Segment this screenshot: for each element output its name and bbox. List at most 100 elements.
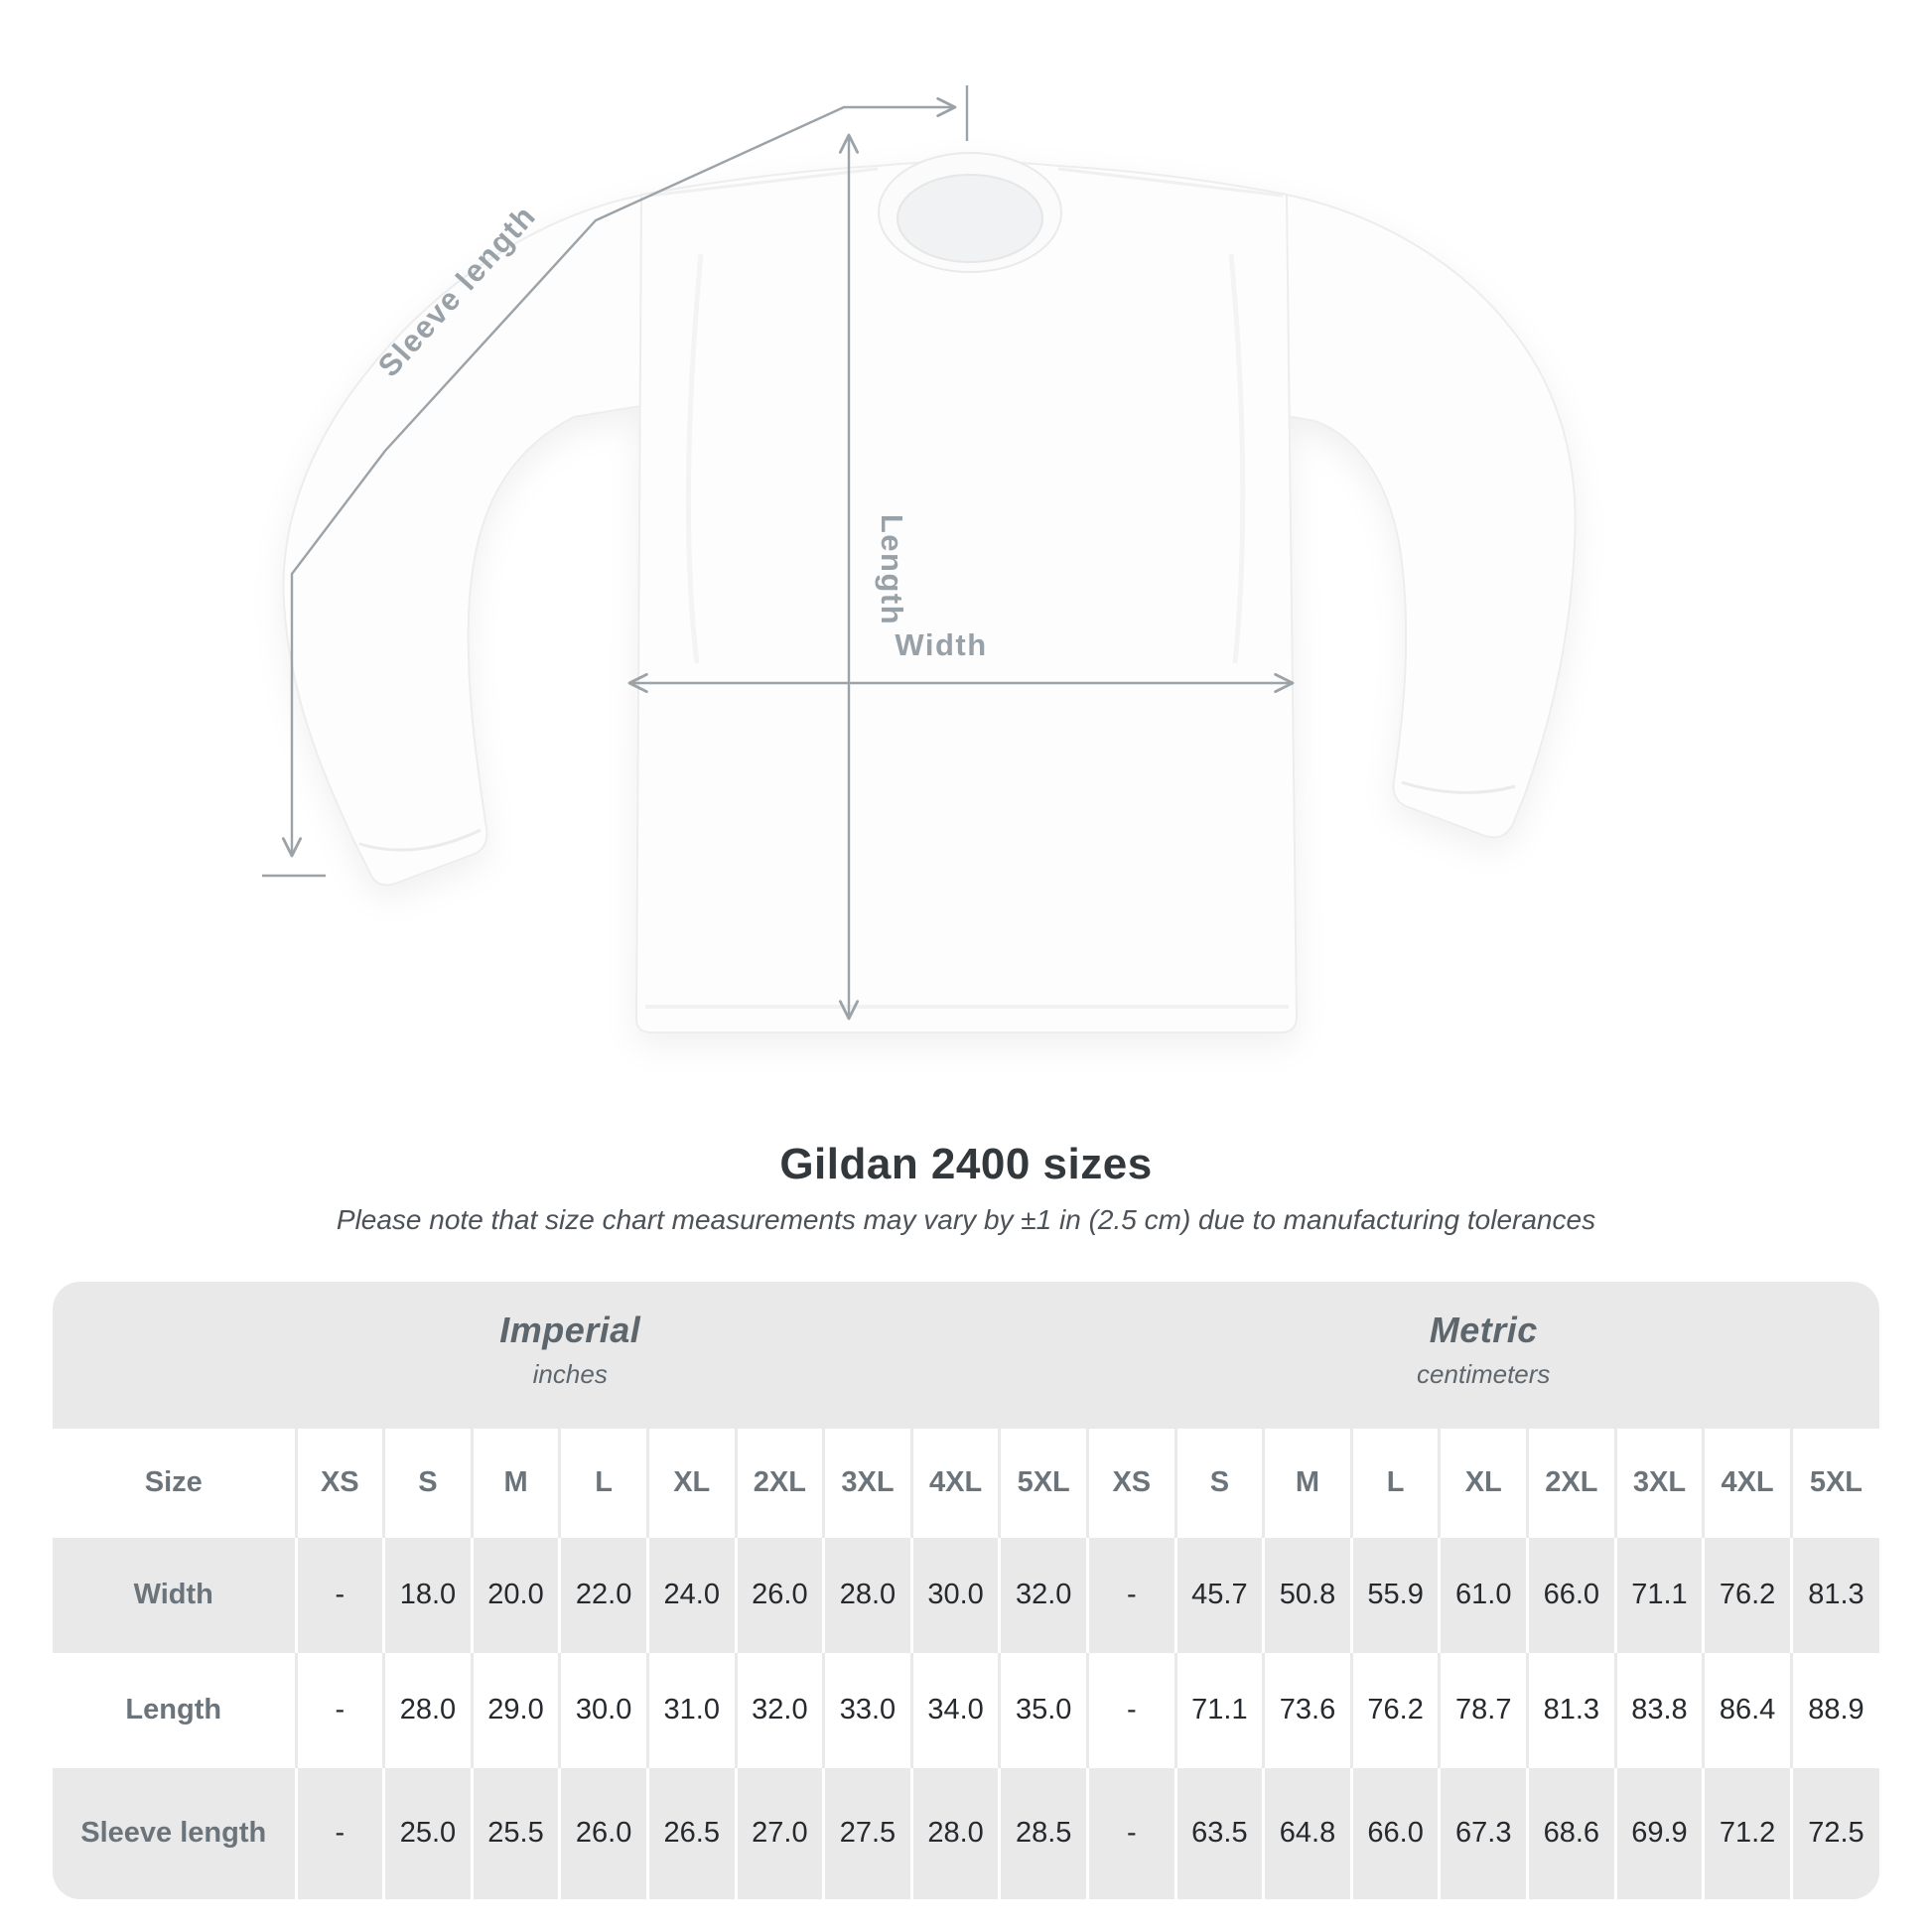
- length-row: Length - 28.0 29.0 30.0 31.0 32.0 33.0 3…: [53, 1652, 1879, 1768]
- metric-group-unit: centimeters: [1417, 1359, 1551, 1390]
- size-header-imperial: XL: [645, 1428, 738, 1538]
- width-metric-cell: 71.1: [1613, 1537, 1704, 1653]
- width-metric-cell: 66.0: [1526, 1537, 1616, 1653]
- length-metric-cell: 86.4: [1702, 1652, 1793, 1768]
- sleeve-length-line: [281, 96, 957, 858]
- size-header-imperial: M: [470, 1428, 562, 1538]
- width-imperial-cell: 20.0: [470, 1537, 560, 1653]
- sleeve-metric-cell: -: [1085, 1767, 1176, 1899]
- length-imperial-cell: 31.0: [645, 1652, 738, 1768]
- length-imperial-cell: 35.0: [998, 1652, 1089, 1768]
- imperial-group-unit: inches: [532, 1359, 608, 1390]
- length-imperial-cell: 30.0: [558, 1652, 649, 1768]
- width-imperial-cell: 24.0: [645, 1537, 737, 1653]
- sleeve-imperial-cell: 25.0: [382, 1767, 473, 1899]
- width-imperial-cell: 18.0: [382, 1537, 473, 1653]
- size-header-metric: S: [1173, 1428, 1266, 1538]
- size-header-imperial: 4XL: [909, 1428, 1002, 1538]
- length-metric-cell: 83.8: [1613, 1652, 1706, 1768]
- length-imperial-cell: 28.0: [382, 1652, 474, 1768]
- sleeve-imperial-cell: 28.5: [998, 1767, 1088, 1899]
- size-chart-container: Imperial inches Metric centimeters Size …: [53, 1281, 1879, 1899]
- sleeve-imperial-cell: 27.0: [734, 1767, 824, 1899]
- size-header-imperial: 5XL: [998, 1428, 1089, 1538]
- row-label-sleeve-length: Sleeve length: [53, 1767, 296, 1899]
- length-metric-cell: -: [1085, 1652, 1177, 1768]
- width-imperial-cell: 28.0: [822, 1537, 912, 1653]
- shirt-body: [634, 160, 1299, 1034]
- sleeve-metric-cell: 72.5: [1789, 1767, 1879, 1899]
- sleeve-imperial-cell: 26.5: [645, 1767, 737, 1899]
- right-shoulder-seam: [1057, 167, 1284, 198]
- width-imperial-cell: 32.0: [998, 1537, 1088, 1653]
- size-header-row: Size XS S M L XL 2XL 3XL 4XL 5XL XS S M …: [53, 1428, 1879, 1538]
- length-metric-cell: 78.7: [1438, 1652, 1530, 1768]
- length-metric-cell: 88.9: [1789, 1652, 1879, 1768]
- right-cuff-seam: [1401, 780, 1516, 794]
- right-sleeve: [1275, 191, 1577, 839]
- imperial-group-title: Imperial: [499, 1310, 641, 1351]
- sleeve-metric-cell: 71.2: [1702, 1767, 1792, 1899]
- width-metric-cell: -: [1085, 1537, 1176, 1653]
- sleeve-metric-cell: 67.3: [1438, 1767, 1528, 1899]
- unit-group-row: Imperial inches Metric centimeters: [53, 1282, 1879, 1429]
- metric-group-title: Metric: [1429, 1310, 1538, 1351]
- sleeve-metric-cell: 69.9: [1613, 1767, 1704, 1899]
- size-header-imperial: 3XL: [822, 1428, 913, 1538]
- size-header-imperial: 2XL: [734, 1428, 826, 1538]
- size-chart-table: Imperial inches Metric centimeters Size …: [53, 1282, 1879, 1899]
- width-metric-cell: 55.9: [1349, 1537, 1440, 1653]
- sleeve-metric-cell: 63.5: [1173, 1767, 1264, 1899]
- page-title: Gildan 2400 sizes: [779, 1140, 1153, 1188]
- collar-inner: [897, 174, 1043, 263]
- length-imperial-cell: 33.0: [822, 1652, 913, 1768]
- sleeve-imperial-cell: 28.0: [909, 1767, 1000, 1899]
- width-label: Width: [895, 627, 987, 662]
- size-header-metric: 3XL: [1613, 1428, 1706, 1538]
- length-imperial-cell: 29.0: [470, 1652, 562, 1768]
- sleeve-imperial-cell: -: [294, 1767, 384, 1899]
- size-header-imperial: XS: [294, 1428, 386, 1538]
- size-header-metric: 2XL: [1526, 1428, 1617, 1538]
- sleeve-imperial-cell: 27.5: [822, 1767, 912, 1899]
- imperial-group-header: Imperial inches: [53, 1282, 1087, 1429]
- size-header-imperial: S: [382, 1428, 474, 1538]
- sleeve-metric-cell: 64.8: [1262, 1767, 1352, 1899]
- length-imperial-cell: -: [294, 1652, 386, 1768]
- length-imperial-cell: 34.0: [909, 1652, 1002, 1768]
- width-imperial-cell: 22.0: [558, 1537, 648, 1653]
- width-imperial-cell: 26.0: [734, 1537, 824, 1653]
- width-metric-cell: 81.3: [1789, 1537, 1879, 1653]
- length-label: Length: [875, 514, 909, 625]
- row-label-length: Length: [53, 1652, 298, 1768]
- shirt-measurement-diagram: Sleeve length Length Width: [262, 85, 1577, 1034]
- sleeve-imperial-cell: 25.5: [470, 1767, 560, 1899]
- size-header-metric: XL: [1438, 1428, 1530, 1538]
- sleeve-imperial-cell: 26.0: [558, 1767, 648, 1899]
- width-imperial-cell: 30.0: [909, 1537, 1000, 1653]
- size-header-metric: 5XL: [1789, 1428, 1879, 1538]
- width-row: Width - 18.0 20.0 22.0 24.0 26.0 28.0 30…: [53, 1537, 1879, 1653]
- length-metric-cell: 81.3: [1526, 1652, 1617, 1768]
- length-metric-cell: 73.6: [1262, 1652, 1353, 1768]
- size-header-imperial: L: [558, 1428, 649, 1538]
- length-metric-cell: 71.1: [1173, 1652, 1266, 1768]
- length-imperial-cell: 32.0: [734, 1652, 826, 1768]
- width-metric-cell: 61.0: [1438, 1537, 1528, 1653]
- fabric-fold-right: [1228, 253, 1246, 664]
- tolerance-note: Please note that size chart measurements…: [336, 1203, 1596, 1235]
- sleeve-metric-cell: 66.0: [1349, 1767, 1440, 1899]
- sleeve-length-row: Sleeve length - 25.0 25.5 26.0 26.5 27.0…: [53, 1767, 1879, 1899]
- length-metric-cell: 76.2: [1349, 1652, 1442, 1768]
- width-metric-cell: 76.2: [1702, 1537, 1792, 1653]
- width-metric-cell: 50.8: [1262, 1537, 1352, 1653]
- row-label-width: Width: [53, 1537, 296, 1653]
- width-imperial-cell: -: [294, 1537, 384, 1653]
- size-header-metric: L: [1349, 1428, 1442, 1538]
- sleeve-metric-cell: 68.6: [1526, 1767, 1616, 1899]
- metric-group-header: Metric centimeters: [1087, 1282, 1879, 1429]
- measurement-annotations: [262, 85, 1295, 1021]
- width-metric-cell: 45.7: [1173, 1537, 1264, 1653]
- size-column-header: Size: [53, 1428, 298, 1538]
